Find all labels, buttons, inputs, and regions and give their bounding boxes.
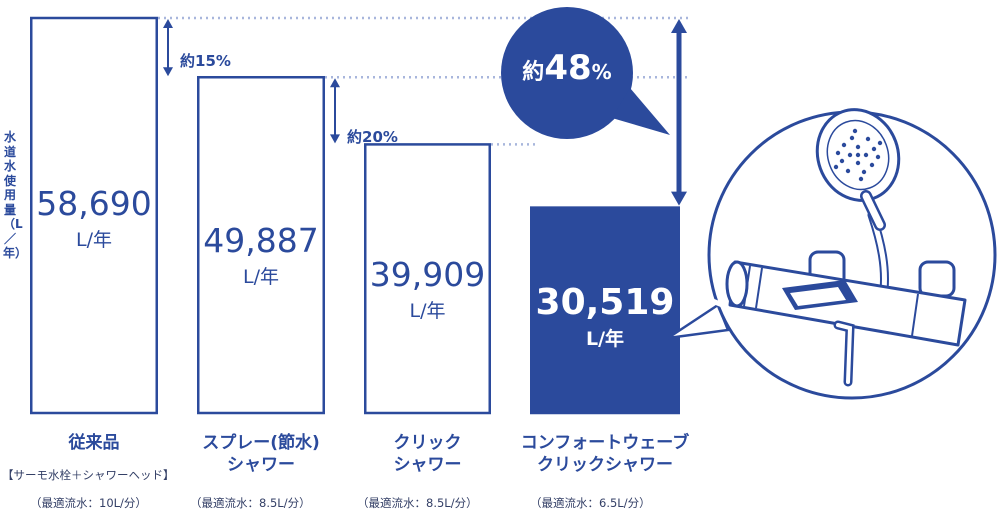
bar-value-label-1: 49,887 L/年 <box>197 222 325 290</box>
reduction-bubble <box>501 7 670 139</box>
reduction-arrow-20 <box>330 78 340 144</box>
bar-value: 49,887 <box>203 221 319 260</box>
bar-unit: L/年 <box>243 266 279 288</box>
bar-unit: L/年 <box>76 229 112 251</box>
category-label-3: コンフォートウェーブ クリックシャワー <box>500 432 710 476</box>
reduction-label-20: 約20% <box>347 126 398 147</box>
faucet-shower-icon <box>667 108 997 400</box>
category-line1: スプレー(節水) <box>202 433 320 453</box>
bubble-prefix: 約 <box>522 60 545 85</box>
flow-note-0: （最適流水：10L/分） <box>30 496 147 510</box>
bar-3 <box>530 206 680 415</box>
bar-unit: L/年 <box>585 328 625 350</box>
category-line2: クリックシャワー <box>537 455 673 475</box>
reduction-prefix: 約 <box>180 52 196 70</box>
category-label-1: スプレー(節水) シャワー <box>180 432 342 476</box>
bar-1 <box>197 75 325 415</box>
y-axis-label: 水道水使用量（L／年） <box>3 130 28 260</box>
flow-note-2: （最適流水：8.5L/分） <box>357 496 478 510</box>
flow-note-1: （最適流水：8.5L/分） <box>190 496 311 510</box>
bubble-suffix: % <box>591 60 612 84</box>
category-line1: コンフォートウェーブ <box>520 433 690 453</box>
category-line1: 従来品 <box>68 433 120 453</box>
bar-value: 58,690 <box>36 184 152 223</box>
reduction-value: 20 <box>362 128 383 146</box>
bubble-value: 48 <box>544 48 592 88</box>
bar-2 <box>364 143 491 415</box>
bar-0 <box>30 16 158 415</box>
reduction-arrow-48 <box>671 19 687 206</box>
sub-note: 【サーモ水栓＋シャワーヘッド】 <box>2 468 175 482</box>
bar-value-label-2: 39,909 L/年 <box>364 256 491 324</box>
category-line1: クリック <box>393 433 462 453</box>
bubble-label: 約48% <box>492 48 642 88</box>
bar-unit: L/年 <box>409 300 446 322</box>
reduction-suffix: % <box>382 128 398 146</box>
category-label-2: クリック シャワー <box>350 432 505 476</box>
reduction-value: 15 <box>195 52 216 70</box>
flow-note-3: （最適流水：6.5L/分） <box>530 496 651 510</box>
reduction-prefix: 約 <box>347 128 363 146</box>
bar-value: 39,909 <box>369 255 486 294</box>
category-line2: シャワー <box>227 455 295 475</box>
bar-value: 30,519 <box>535 282 675 323</box>
reduction-arrow-15 <box>163 19 173 77</box>
reduction-label-15: 約15% <box>180 50 231 71</box>
bar-value-label-0: 58,690 L/年 <box>30 185 158 253</box>
bar-value-label-3: 30,519 L/年 <box>530 284 680 352</box>
category-label-0: 従来品 <box>20 432 168 454</box>
category-line2: シャワー <box>393 455 462 475</box>
reduction-suffix: % <box>215 52 231 70</box>
